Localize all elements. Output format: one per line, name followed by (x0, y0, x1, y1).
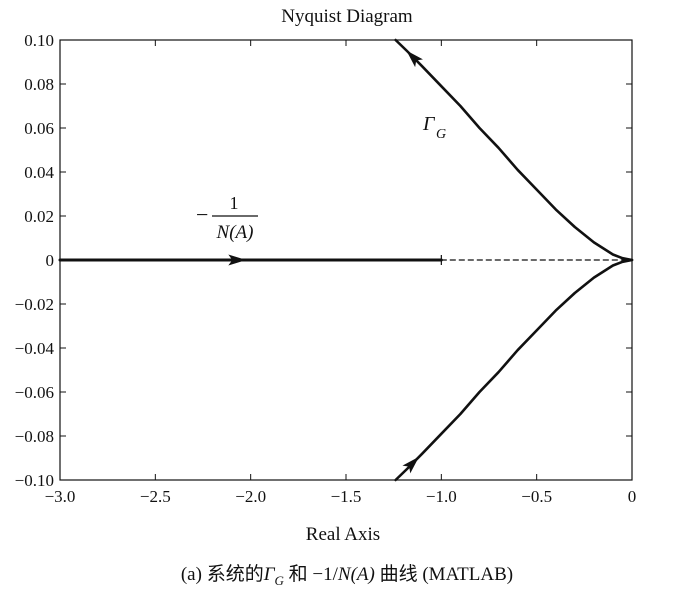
y-tick-label: −0.10 (15, 471, 54, 490)
figure-caption: (a) 系统的ΓG 和 −1/N(A) 曲线 (MATLAB) (181, 563, 513, 588)
curve-gamma_lower (394, 258, 634, 482)
gamma-symbol: Γ (422, 113, 436, 135)
gamma-lower-arrow-head (402, 456, 420, 474)
x-tick-label: −3.0 (45, 487, 76, 506)
chart-title: Nyquist Diagram (281, 6, 413, 27)
x-tick-label: −1.5 (331, 487, 362, 506)
gamma-subscript: G (436, 127, 446, 142)
gamma-upper-arrow-head (406, 50, 423, 68)
na-arrow (228, 254, 247, 266)
neg-inverse-na-annotation: − 1 N(A) (196, 193, 258, 243)
y-tick-label: −0.04 (15, 339, 55, 358)
y-tick-label: 0.10 (24, 31, 54, 50)
caption-gamma-sub: G (275, 573, 285, 588)
caption-na: N(A) (337, 564, 375, 585)
y-tick-label: −0.08 (15, 427, 54, 446)
direction-arrows (228, 50, 423, 474)
y-tick-label: 0.06 (24, 119, 54, 138)
y-tick-label: 0.02 (24, 207, 54, 226)
x-tick-label: −1.0 (426, 487, 457, 506)
na-minus: − (196, 202, 208, 227)
y-tick-label: −0.06 (15, 383, 54, 402)
nyquist-curves (58, 38, 634, 482)
x-axis-label: Real Axis (306, 524, 380, 545)
na-numerator: 1 (230, 193, 239, 213)
y-tick-label: −0.02 (15, 295, 54, 314)
x-tick-label: −2.5 (140, 487, 171, 506)
gamma-lower-arrow (402, 456, 420, 474)
caption-suffix: 曲线 (MATLAB) (375, 563, 513, 585)
x-tick-label: 0 (628, 487, 637, 506)
caption-prefix: (a) 系统的 (181, 563, 264, 585)
y-tick-label: 0.04 (24, 163, 54, 182)
y-tick-label: 0 (46, 251, 55, 270)
caption-middle: 和 −1/ (284, 563, 339, 585)
caption-gamma: Γ (263, 564, 276, 585)
x-tick-label: −2.0 (235, 487, 266, 506)
na-arrow-head (228, 254, 247, 266)
y-tick-labels: 0.10 0.08 0.06 0.04 0.02 0 −0.02 −0.04 −0.06 −0.0… (15, 31, 55, 490)
gamma-g-annotation: Γ G (422, 113, 446, 142)
x-tick-label: −0.5 (521, 487, 552, 506)
na-denominator: N(A) (216, 222, 254, 243)
x-tick-labels: −3.0 −2.5 −2.0 −1.5 −1.0 −0.5 0 (45, 487, 637, 506)
gamma-upper-arrow (406, 50, 423, 68)
curve-gamma_upper (394, 38, 634, 262)
y-tick-label: 0.08 (24, 75, 54, 94)
